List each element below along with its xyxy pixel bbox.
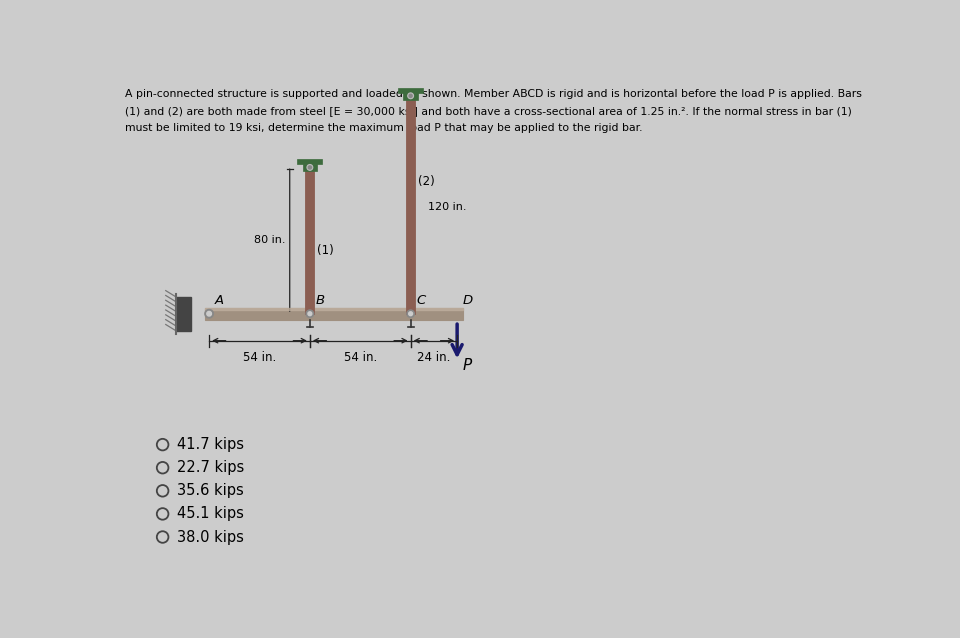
Text: A pin-connected structure is supported and loaded as shown. Member ABCD is rigid: A pin-connected structure is supported a… bbox=[126, 89, 862, 99]
Circle shape bbox=[306, 310, 314, 318]
Text: 54 in.: 54 in. bbox=[344, 351, 377, 364]
Text: B: B bbox=[315, 293, 324, 307]
Text: must be limited to 19 ksi, determine the maximum load P that may be applied to t: must be limited to 19 ksi, determine the… bbox=[126, 122, 643, 133]
Text: 41.7 kips: 41.7 kips bbox=[177, 437, 244, 452]
Text: (2): (2) bbox=[418, 175, 434, 188]
Bar bbox=[205, 308, 463, 309]
Bar bbox=[302, 163, 317, 171]
Bar bbox=[403, 92, 418, 100]
Circle shape bbox=[308, 312, 312, 316]
Bar bbox=[298, 160, 323, 165]
Circle shape bbox=[308, 166, 311, 169]
Circle shape bbox=[204, 309, 213, 318]
Text: 120 in.: 120 in. bbox=[427, 202, 467, 212]
Text: 24 in.: 24 in. bbox=[418, 351, 450, 364]
Text: 22.7 kips: 22.7 kips bbox=[177, 460, 244, 475]
Text: (1) and (2) are both made from steel [E = 30,000 ksi] and both have a cross-sect: (1) and (2) are both made from steel [E … bbox=[126, 106, 852, 116]
Circle shape bbox=[307, 165, 313, 170]
Text: 38.0 kips: 38.0 kips bbox=[177, 530, 244, 544]
Bar bbox=[305, 171, 314, 314]
Text: A: A bbox=[214, 293, 224, 307]
Text: 45.1 kips: 45.1 kips bbox=[177, 507, 244, 521]
Circle shape bbox=[409, 312, 413, 316]
Bar bbox=[205, 308, 463, 320]
Text: P: P bbox=[463, 358, 471, 373]
Text: (1): (1) bbox=[317, 244, 334, 256]
Text: 54 in.: 54 in. bbox=[243, 351, 276, 364]
Circle shape bbox=[408, 93, 414, 99]
Bar bbox=[176, 297, 191, 330]
Text: C: C bbox=[416, 293, 425, 307]
Bar bbox=[398, 87, 423, 93]
Text: D: D bbox=[463, 293, 472, 307]
Circle shape bbox=[407, 310, 415, 318]
Circle shape bbox=[409, 94, 412, 98]
Circle shape bbox=[206, 311, 211, 316]
Bar bbox=[406, 100, 415, 314]
Text: 80 in.: 80 in. bbox=[253, 235, 285, 245]
Text: 35.6 kips: 35.6 kips bbox=[177, 484, 243, 498]
